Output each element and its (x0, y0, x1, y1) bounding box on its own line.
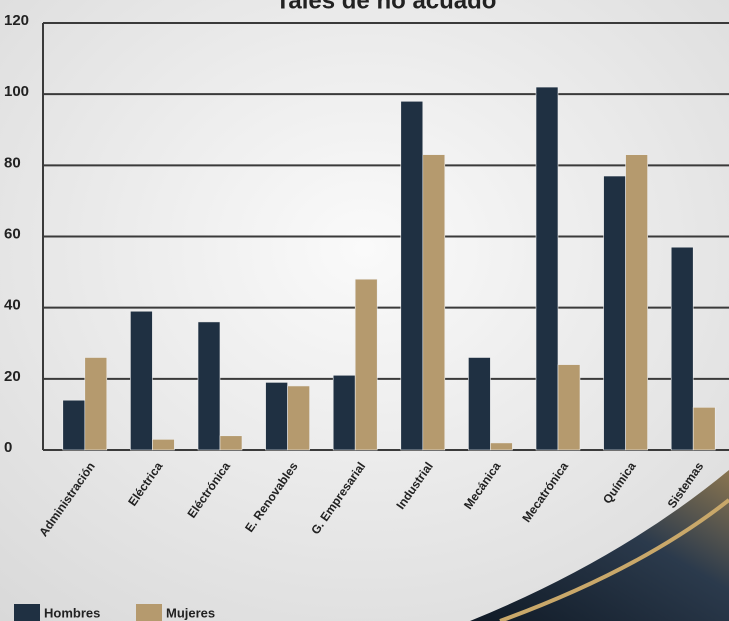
legend-label: Mujeres (166, 605, 215, 620)
y-tick-label: 120 (4, 12, 29, 29)
bar (265, 382, 288, 451)
bar (152, 439, 175, 451)
legend-swatch (136, 604, 162, 621)
y-tick-label: 20 (4, 368, 21, 385)
y-tick-label: 100 (4, 83, 29, 100)
bar (130, 310, 153, 451)
bar (354, 278, 378, 451)
bar (400, 100, 424, 451)
bar (557, 364, 581, 451)
bar (692, 406, 716, 451)
y-tick-label: 0 (4, 439, 12, 456)
chart-title: Tales de no acuado (276, 0, 497, 14)
bar (422, 154, 446, 451)
legend-label: Hombres (44, 605, 100, 620)
bar (287, 385, 310, 451)
bar (490, 442, 513, 451)
bar (219, 435, 243, 451)
y-tick-label: 40 (4, 297, 21, 314)
y-tick-label: 60 (4, 225, 21, 242)
bar (332, 374, 356, 451)
bar (625, 154, 648, 451)
bar (670, 246, 694, 451)
bar (468, 357, 491, 451)
legend-swatch (14, 604, 40, 621)
bar (197, 321, 221, 451)
bar (603, 175, 626, 451)
decoration (470, 470, 729, 621)
bar (535, 86, 559, 451)
y-tick-label: 80 (4, 154, 21, 171)
bar (62, 399, 86, 451)
bar (84, 357, 108, 451)
decoration (499, 498, 729, 621)
